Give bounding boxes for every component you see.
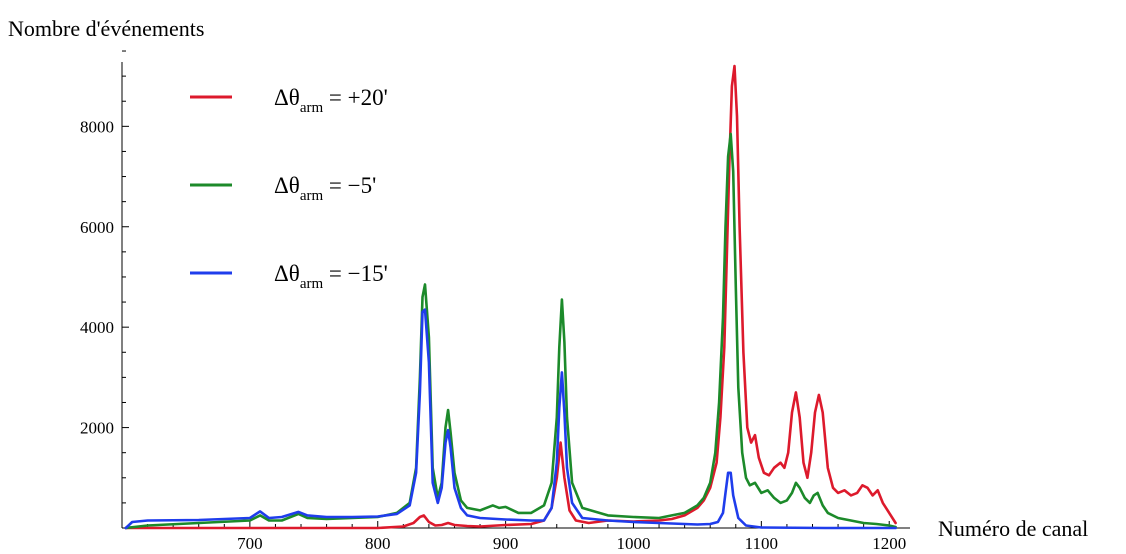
x-tick-label: 1200: [872, 534, 906, 553]
legend-label-subscript: arm: [300, 188, 324, 204]
legend-label-subscript: arm: [300, 100, 324, 116]
x-axis-title: Numéro de canal: [938, 516, 1088, 541]
legend-label-2: Δθarm = −15': [274, 261, 388, 292]
legend: Δθarm = +20'Δθarm = −5'Δθarm = −15': [190, 85, 388, 292]
legend-label-main: Δθ: [274, 261, 300, 286]
y-tick-label: 8000: [80, 117, 114, 136]
x-ticks: 700 800 900 1000 1100 1200: [147, 521, 906, 553]
series-line-0: [124, 64, 897, 530]
x-tick-label: 1100: [745, 534, 778, 553]
x-tick-label: 700: [237, 534, 263, 553]
y-tick-label: 6000: [80, 218, 114, 237]
y-tick-label: 2000: [80, 419, 114, 438]
y-axis-title: Nombre d'événements: [8, 16, 204, 41]
legend-label-value: = −5': [323, 173, 376, 198]
legend-label-value: = +20': [323, 85, 388, 110]
y-ticks: 2000 4000 6000 8000: [80, 50, 129, 504]
x-tick-label: 1000: [616, 534, 650, 553]
legend-label-subscript: arm: [300, 276, 324, 292]
legend-label-main: Δθ: [274, 85, 300, 110]
y-tick-label: 4000: [80, 318, 114, 337]
legend-label-0: Δθarm = +20': [274, 85, 388, 116]
series-line-1: [124, 132, 897, 530]
legend-label-main: Δθ: [274, 173, 300, 198]
legend-label-1: Δθarm = −5': [274, 173, 376, 204]
legend-label-value: = −15': [323, 261, 388, 286]
x-tick-label: 800: [365, 534, 391, 553]
series-group: [124, 64, 897, 530]
x-tick-label: 900: [493, 534, 519, 553]
series-line-2: [124, 308, 897, 530]
